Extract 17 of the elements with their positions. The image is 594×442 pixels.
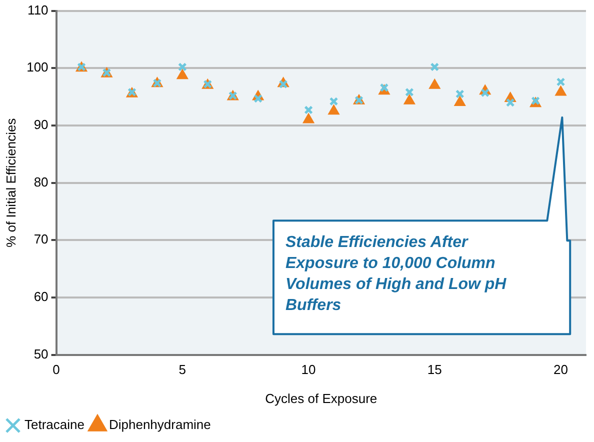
x-tick-label: 10 — [301, 362, 316, 378]
x-tick-label: 5 — [178, 362, 186, 378]
x-tick-label: 20 — [554, 362, 568, 378]
y-axis-title: % of Initial Efficiencies — [3, 118, 18, 248]
y-tick-label: 100 — [26, 60, 48, 75]
y-tick-label: 90 — [34, 117, 48, 132]
y-tick-label: 80 — [34, 174, 48, 190]
legend-label: Tetracaine — [24, 417, 84, 432]
x-axis-title: Cycles of Exposure — [265, 390, 378, 406]
legend-label: Diphenhydramine — [108, 417, 211, 432]
y-tick-label: 70 — [34, 232, 48, 247]
y-tick-label: 60 — [34, 289, 48, 304]
y-tick-label: 50 — [34, 346, 48, 362]
x-tick-label: 15 — [427, 362, 442, 378]
x-tick-label: 0 — [52, 362, 60, 378]
y-tick-label: 110 — [28, 2, 48, 18]
annotation: Stable Efficiencies After Exposure to 10,000 Column Volumes of High and Low pH Buffers — [285, 234, 507, 314]
